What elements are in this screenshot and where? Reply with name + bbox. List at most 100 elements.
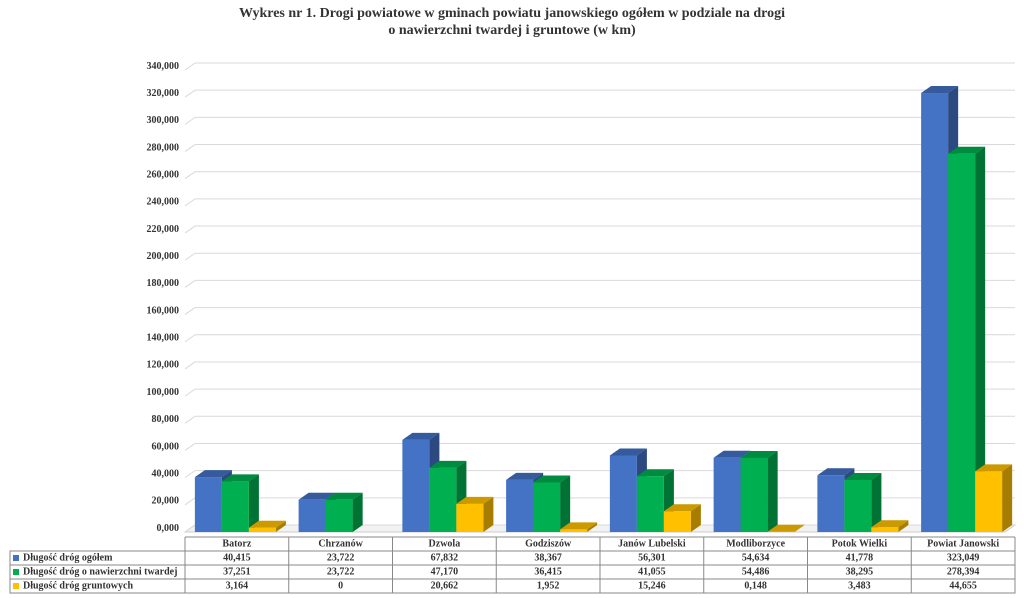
bar bbox=[248, 527, 276, 532]
bar-face bbox=[221, 474, 259, 482]
grid-line-side bbox=[184, 334, 196, 343]
bar-shade bbox=[975, 464, 1013, 472]
y-tick-label: 140,000 bbox=[147, 333, 180, 344]
bar-face bbox=[587, 522, 598, 532]
grid-line-side bbox=[184, 497, 196, 506]
bar-face bbox=[483, 496, 494, 532]
bar-shade bbox=[871, 472, 882, 532]
grid-line-side bbox=[184, 89, 196, 98]
bar-shade bbox=[767, 450, 778, 532]
grid-line-side bbox=[184, 280, 196, 288]
bar-face bbox=[352, 492, 363, 532]
y-tick-label: 120,000 bbox=[147, 360, 180, 371]
bar bbox=[456, 503, 484, 532]
bar-shade bbox=[221, 474, 259, 482]
grid-line-side bbox=[184, 252, 196, 261]
bar-face bbox=[533, 475, 571, 483]
grid-line-side bbox=[184, 415, 196, 424]
data-label: 44,655 bbox=[949, 580, 977, 591]
y-tick-label: 320,000 bbox=[147, 88, 180, 99]
y-tick-label: 200,000 bbox=[147, 251, 180, 262]
y-tick-label: 100,000 bbox=[147, 387, 180, 398]
bar-shade bbox=[844, 472, 882, 480]
bar-face bbox=[975, 146, 986, 533]
bar-face bbox=[871, 520, 909, 528]
bar-face bbox=[767, 524, 805, 532]
grid-line-side bbox=[184, 171, 196, 180]
legend-label: Długość dróg o nawierzchni twardej bbox=[23, 566, 177, 577]
data-label: 3,483 bbox=[848, 580, 871, 591]
bar-shade bbox=[663, 504, 701, 512]
grid-line-side bbox=[184, 524, 196, 533]
bar-face bbox=[194, 470, 232, 478]
bar-face bbox=[275, 520, 286, 532]
chart-title: Wykres nr 1. Drogi powiatowe w gminach p… bbox=[239, 6, 785, 21]
bar-shade bbox=[817, 468, 855, 476]
y-tick-label: 260,000 bbox=[147, 170, 180, 181]
y-tick-label: 300,000 bbox=[147, 115, 180, 126]
bar-shade bbox=[248, 474, 259, 532]
data-label: 36,415 bbox=[534, 566, 562, 577]
bar bbox=[402, 439, 430, 532]
legend-swatch bbox=[13, 569, 19, 575]
bar-shade bbox=[298, 492, 336, 500]
bar-shade bbox=[248, 520, 286, 528]
data-label: 20,662 bbox=[431, 580, 459, 591]
data-label: 0,148 bbox=[744, 580, 767, 591]
bar-face bbox=[871, 472, 882, 532]
bar bbox=[740, 457, 768, 532]
bar-face bbox=[713, 450, 751, 458]
y-tick-label: 180,000 bbox=[147, 278, 180, 289]
bar-shade bbox=[636, 469, 674, 477]
data-label: 1,952 bbox=[537, 580, 560, 591]
bar-shade bbox=[352, 492, 363, 532]
legend-swatch bbox=[13, 583, 19, 589]
bar bbox=[948, 153, 976, 533]
bar-face bbox=[948, 146, 986, 154]
data-label: 23,722 bbox=[327, 566, 355, 577]
bar-shade bbox=[560, 475, 571, 532]
bar-face bbox=[663, 504, 701, 512]
bar-shade bbox=[975, 146, 986, 533]
bar-face bbox=[767, 450, 778, 532]
y-tick-label: 160,000 bbox=[147, 305, 180, 316]
data-label: 323,049 bbox=[947, 552, 980, 563]
legend-swatch bbox=[13, 555, 19, 561]
bar bbox=[533, 482, 561, 532]
bar-shade bbox=[456, 496, 494, 504]
data-label: 47,170 bbox=[431, 566, 459, 577]
data-label: 38,295 bbox=[846, 566, 874, 577]
data-label: 41,055 bbox=[638, 566, 666, 577]
y-tick-label: 340,000 bbox=[147, 61, 180, 72]
x-tick-label: Chrzanów bbox=[318, 538, 363, 549]
bar-shade bbox=[560, 522, 598, 530]
x-tick-label: Batorz bbox=[222, 538, 251, 549]
grid-line-side bbox=[184, 225, 196, 234]
data-label: 0 bbox=[338, 580, 343, 591]
bar-face bbox=[794, 524, 805, 532]
data-label: 54,486 bbox=[742, 566, 770, 577]
bar-face bbox=[506, 472, 544, 480]
bar-face bbox=[898, 520, 909, 532]
bar-shade bbox=[767, 524, 805, 532]
data-label: 23,722 bbox=[327, 552, 355, 563]
bar-shade bbox=[871, 520, 909, 528]
bar-face bbox=[636, 469, 674, 477]
bar-shade bbox=[740, 450, 778, 458]
bar-face bbox=[740, 450, 778, 458]
bar bbox=[194, 477, 222, 532]
bar-face bbox=[609, 448, 647, 456]
bar-shade bbox=[921, 86, 959, 94]
data-label: 38,367 bbox=[534, 552, 562, 563]
bar bbox=[975, 471, 1003, 532]
bar-face bbox=[975, 464, 1013, 472]
bar bbox=[560, 529, 588, 532]
bar bbox=[713, 457, 741, 532]
data-label: 40,415 bbox=[223, 552, 251, 563]
y-tick-label: 240,000 bbox=[147, 197, 180, 208]
x-tick-label: Janów Lubelski bbox=[618, 538, 686, 549]
bar bbox=[817, 475, 845, 532]
data-label: 15,246 bbox=[638, 580, 666, 591]
data-label: 67,832 bbox=[431, 552, 459, 563]
grid-line-side bbox=[184, 307, 196, 315]
